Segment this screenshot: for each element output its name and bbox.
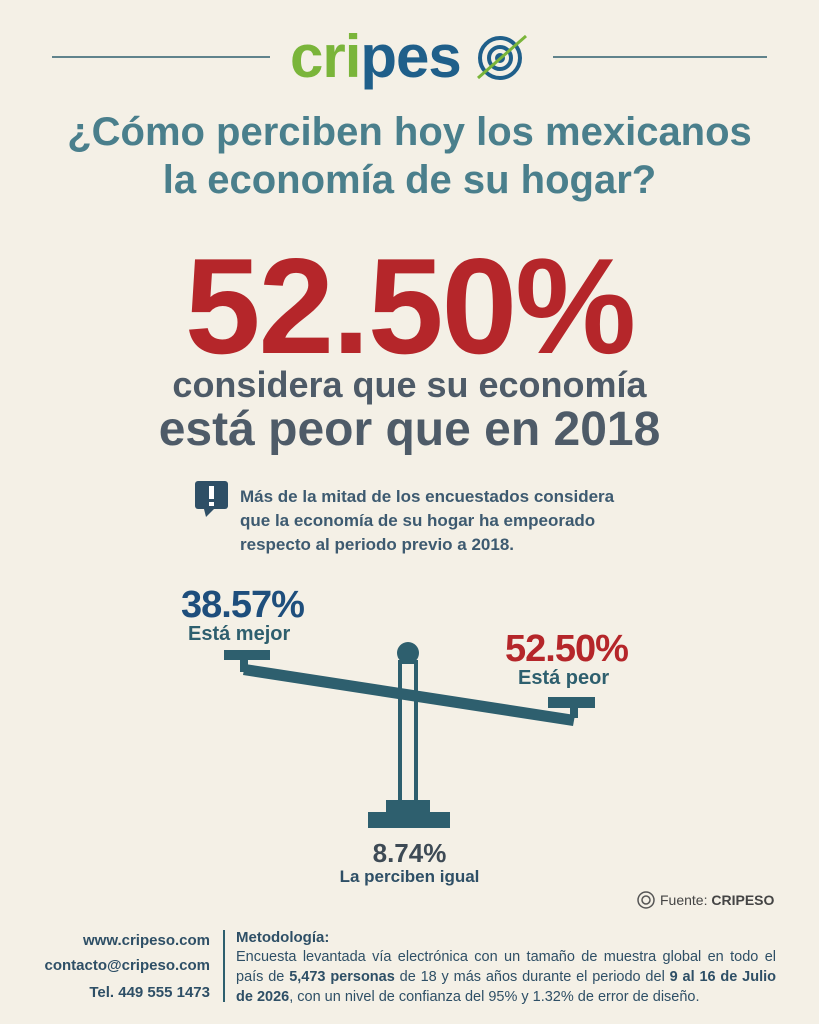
- source-icon: [637, 891, 655, 909]
- headline-text: está peor que en 2018: [158, 403, 661, 456]
- logo: cripes: [290, 22, 462, 91]
- source-label: Fuente:: [660, 892, 708, 908]
- logo-part: cri: [290, 23, 361, 90]
- text-bold: 5,473 personas: [289, 969, 395, 985]
- methodology-text: Encuesta levantada vía electrónica con u…: [236, 947, 776, 1007]
- result-value: 38.57%: [181, 584, 305, 626]
- note-icon: [195, 481, 228, 517]
- title-line: la economía de su hogar?: [162, 158, 657, 202]
- logo-part: pes: [360, 23, 461, 90]
- contact-line: contacto@cripeso.com: [44, 957, 211, 974]
- note-line: respecto al periodo previo a 2018.: [240, 535, 515, 554]
- source: Fuente: CRIPESO: [660, 892, 774, 908]
- logo-target: [477, 34, 527, 80]
- note-line: Más de la mitad de los encuestados consi…: [240, 487, 615, 506]
- text-bold: 9 al 16 de Julio de 2026: [236, 969, 776, 1005]
- result-value: 52.50%: [505, 628, 629, 670]
- contact-line: www.cripeso.com: [83, 932, 210, 949]
- result-value: 8.74%: [372, 838, 447, 868]
- source-name: CRIPESO: [711, 892, 775, 908]
- text: , con un nivel de confianza del 95% y 1.…: [289, 989, 700, 1005]
- headline-value: 52.50%: [184, 230, 636, 382]
- text: Encuesta levantada vía electrónica con u…: [236, 949, 776, 985]
- headline-text: considera que su economía: [172, 364, 647, 405]
- result-label: Está peor: [518, 667, 610, 689]
- contact-line: Tel. 449 555 1473: [89, 984, 210, 1001]
- methodology-title: Metodología:: [236, 929, 330, 946]
- result-label: Está mejor: [188, 623, 291, 645]
- note-line: que la economía de su hogar ha empeorado: [240, 511, 596, 530]
- result-label: La perciben igual: [339, 867, 480, 886]
- balance-scale: [224, 642, 595, 828]
- title-line: ¿Cómo perciben hoy los mexicanos: [67, 110, 752, 154]
- text: de 18 y más años durante el periodo del: [394, 969, 670, 985]
